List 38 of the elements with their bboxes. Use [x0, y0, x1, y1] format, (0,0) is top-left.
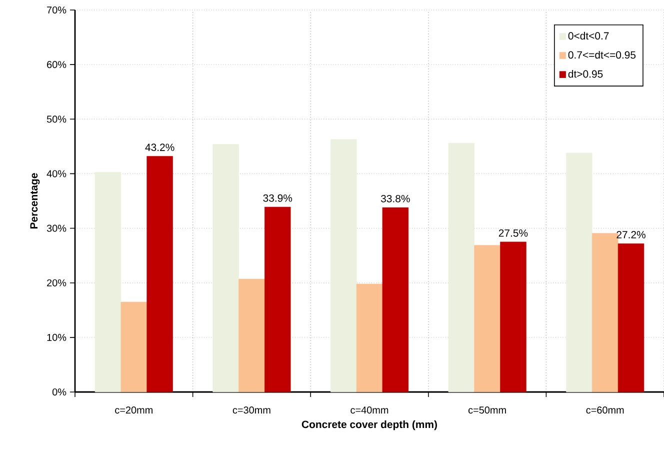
bar	[120, 302, 148, 392]
x-tick-label: c=20mm	[115, 406, 152, 414]
bar	[264, 206, 291, 392]
y-tick-label: 0%	[52, 388, 66, 396]
y-tick-label: 70%	[47, 6, 66, 14]
y-tick-label: 60%	[47, 61, 66, 68]
bar	[474, 245, 500, 392]
bar	[238, 278, 265, 392]
legend-label: dt>0.95	[568, 70, 603, 78]
data-label: 33.8%	[380, 194, 410, 202]
data-label: 43.2%	[145, 144, 174, 152]
bar	[330, 139, 357, 392]
bar	[146, 156, 173, 392]
legend-label: 0.7<=dt<=0.95	[568, 50, 636, 59]
bar	[618, 243, 644, 392]
y-tick-label: 10%	[47, 334, 66, 341]
bar	[592, 233, 618, 392]
x-tick-label: c=50mm	[468, 406, 506, 414]
data-label: 27.2%	[616, 231, 646, 238]
bar	[566, 152, 592, 392]
x-tick-label: c=60mm	[586, 406, 624, 414]
bar	[448, 143, 474, 392]
y-tick-label: 40%	[46, 170, 66, 178]
data-label: 27.5%	[498, 229, 528, 237]
y-tick-label: 50%	[46, 116, 66, 123]
bar	[356, 284, 383, 392]
x-tick-label: c=40mm	[350, 406, 388, 414]
bar	[500, 242, 526, 392]
y-axis-title: Percentage	[30, 173, 40, 228]
bar	[94, 172, 122, 392]
x-axis-title: Concrete cover depth (mm)	[302, 420, 437, 430]
data-label: 33.9%	[263, 194, 292, 202]
legend-label: 0<dt<0.7	[568, 32, 609, 40]
x-tick-label: c=30mm	[232, 406, 270, 414]
bar	[382, 207, 409, 392]
y-tick-label: 30%	[46, 224, 66, 232]
y-tick-label: 20%	[47, 279, 66, 286]
bar	[212, 144, 239, 392]
